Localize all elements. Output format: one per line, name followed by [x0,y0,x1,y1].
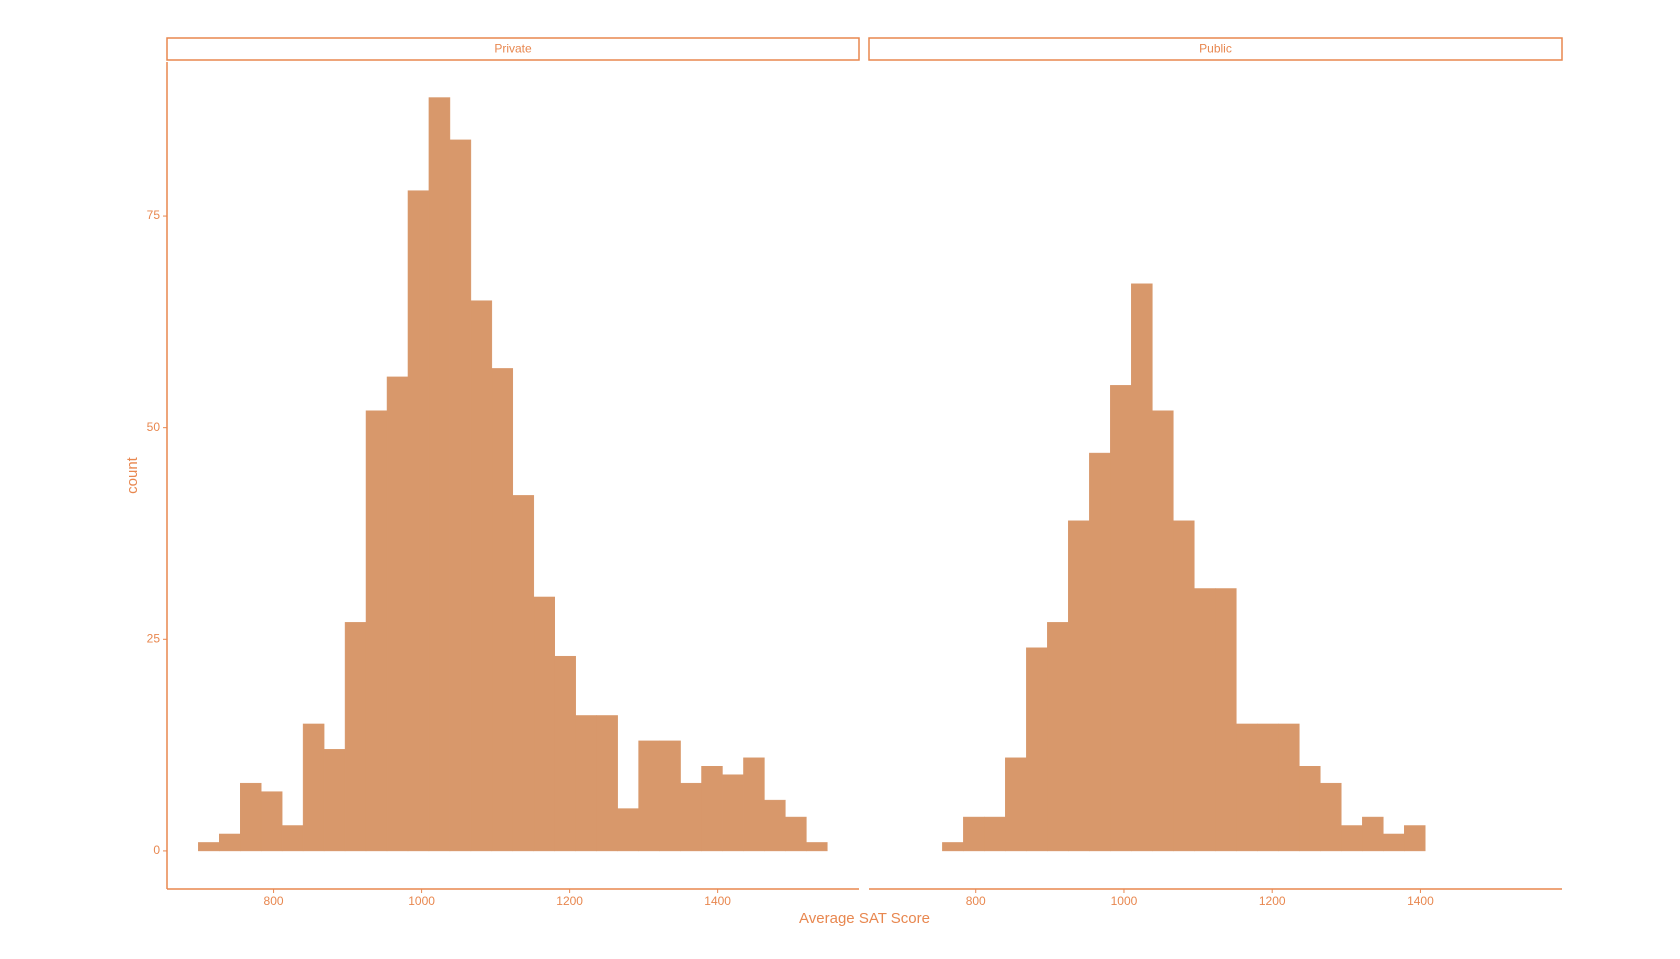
bar [806,842,828,852]
y-tick-label: 50 [147,420,161,434]
bar [1005,757,1027,852]
bar [407,190,430,852]
bar [198,842,220,852]
bar [1257,723,1279,852]
bar [1110,385,1132,852]
bar [1089,452,1111,852]
x-tick-label: 1000 [408,894,435,908]
bar [281,825,304,852]
x-tick-label: 1400 [704,894,731,908]
bar [1131,283,1153,852]
x-tick-label: 1400 [1407,894,1434,908]
bar [1320,782,1342,852]
bar [596,715,618,852]
bar [1299,766,1321,852]
bar [1026,647,1048,852]
x-tick-label: 1200 [1259,894,1286,908]
bar [449,139,472,852]
bar [386,376,409,852]
bar [680,782,702,852]
bar [1215,588,1237,852]
bar [344,622,367,852]
strip-label: Private [494,42,532,56]
strip-label: Public [1199,42,1232,56]
bar [743,757,765,852]
bar [1047,622,1069,852]
bar [722,774,744,852]
bar [491,368,514,852]
bar [1194,588,1216,852]
bar [617,808,639,852]
bar [942,842,964,852]
bar [533,596,555,852]
bar [575,715,597,852]
bar [1404,825,1426,852]
bar [1362,816,1384,852]
bar [659,740,681,852]
bar [1341,825,1363,852]
strip-box [868,37,1563,61]
bar [638,740,660,852]
x-tick-label: 800 [966,894,986,908]
bar [470,300,493,852]
bar [1152,410,1174,852]
bar [302,723,325,852]
bar [323,749,346,852]
bar [1173,520,1195,852]
y-tick-label: 25 [147,631,161,645]
bar [1383,833,1405,852]
bar [1236,723,1258,852]
x-axis-title: Average SAT Score [799,910,930,927]
bar [219,833,241,852]
bar [1278,723,1300,852]
bar [701,766,723,852]
y-tick-label: 0 [153,843,160,857]
bar [260,791,283,852]
x-tick-label: 800 [264,894,284,908]
bar [512,495,535,852]
bar [554,655,576,852]
bar [428,97,451,852]
bar [764,799,786,852]
bar [365,410,388,852]
x-tick-label: 1000 [1111,894,1138,908]
bar [984,816,1006,852]
bar [1068,520,1090,852]
y-axis-title: count [124,456,141,494]
y-tick-label: 75 [147,208,161,222]
bar [240,782,262,852]
x-tick-label: 1200 [556,894,583,908]
bar [785,816,807,852]
strip-box [166,37,860,61]
bar [963,816,985,852]
